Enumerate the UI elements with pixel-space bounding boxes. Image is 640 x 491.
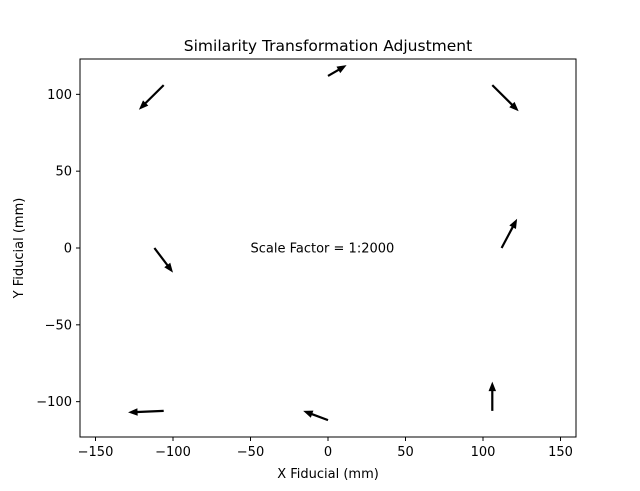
x-axis: −150 −100 −50 0 50 100 150 <box>78 437 573 460</box>
x-tick-label: 100 <box>471 445 496 460</box>
displacement-arrow <box>500 218 518 249</box>
displacement-arrow <box>488 381 497 411</box>
plot-frame <box>79 58 577 438</box>
x-axis-label: X Fiducial (mm) <box>277 467 379 482</box>
chart-title: Similarity Transformation Adjustment <box>184 37 472 55</box>
x-tick-label: 0 <box>324 445 332 460</box>
x-tick-label: 150 <box>548 445 573 460</box>
x-tick-label: −50 <box>237 445 264 460</box>
displacement-arrow <box>138 84 165 110</box>
x-tick-label: −100 <box>155 445 191 460</box>
y-tick-label: 50 <box>55 165 72 180</box>
y-tick-label: 0 <box>64 242 72 257</box>
y-tick-label: 100 <box>47 88 72 103</box>
y-axis-label: Y Fiducial (mm) <box>12 198 27 300</box>
displacement-arrow <box>128 408 164 416</box>
displacement-arrow <box>303 410 329 422</box>
displacement-arrow <box>327 65 347 77</box>
y-axis: −100 −50 0 50 100 <box>36 88 80 410</box>
displacement-arrow <box>491 84 519 112</box>
x-tick-label: 50 <box>397 445 414 460</box>
y-tick-label: −50 <box>45 318 72 333</box>
x-tick-label: −150 <box>78 445 114 460</box>
plot-area <box>79 58 577 438</box>
scale-factor-annotation: Scale Factor = 1:2000 <box>251 242 395 257</box>
vector-field <box>128 65 519 422</box>
y-tick-label: −100 <box>36 395 72 410</box>
displacement-arrow <box>153 247 173 273</box>
